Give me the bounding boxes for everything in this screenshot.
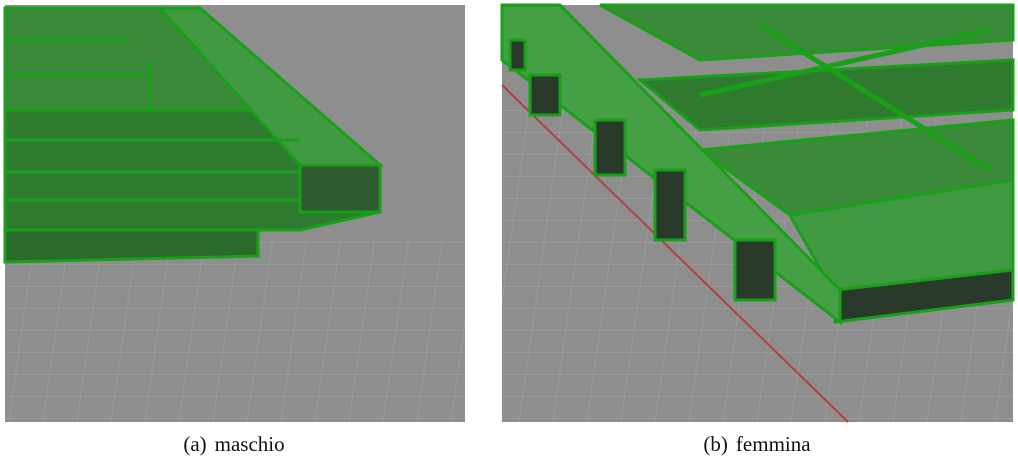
figure: (a) maschio (b) femmina	[0, 0, 1018, 464]
caption-label: (a)	[183, 432, 206, 456]
caption-text: maschio	[215, 432, 285, 456]
caption-text: femmina	[736, 432, 811, 456]
caption-label: (b)	[703, 432, 728, 456]
caption-a: (a) maschio	[84, 432, 384, 457]
renders	[0, 0, 1018, 464]
render-femmina	[502, 5, 1013, 422]
render-maschio	[5, 5, 465, 422]
caption-b: (b) femmina	[607, 432, 907, 457]
